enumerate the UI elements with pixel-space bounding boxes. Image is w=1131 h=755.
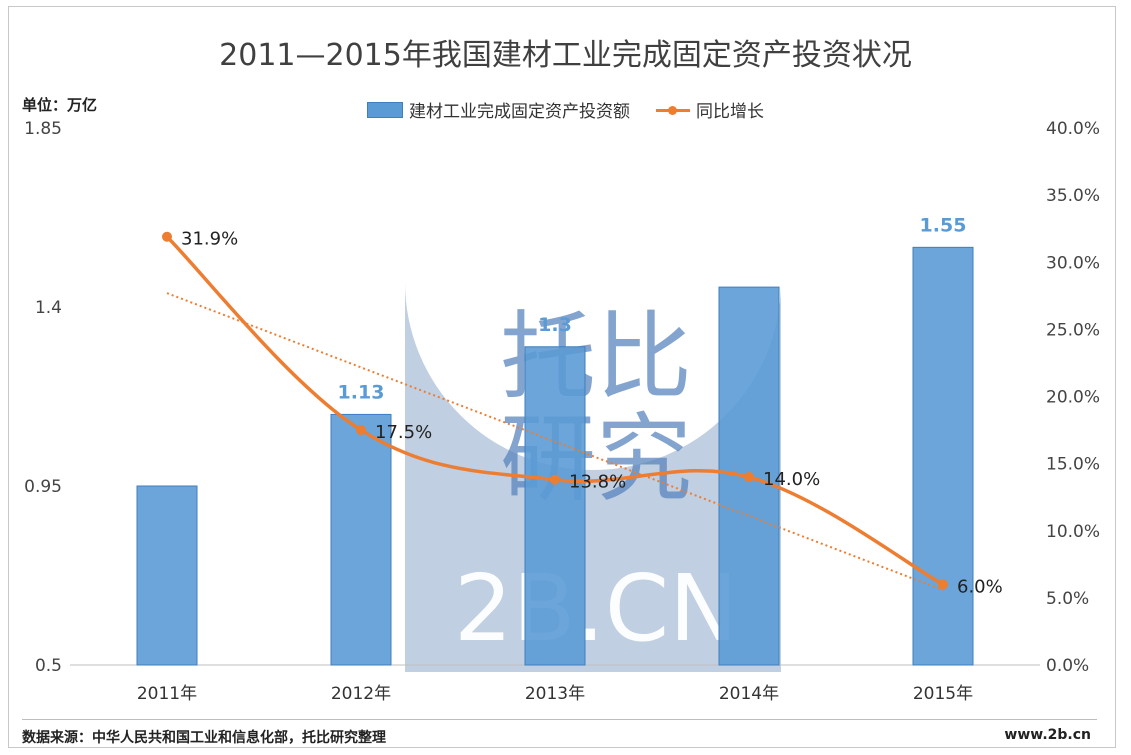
y-right-tick-label: 35.0% (1046, 186, 1100, 206)
x-tick-label: 2011年 (137, 684, 197, 704)
data-labels: 1.13 1.3 1.55 31.9% 17.5% 13.8% 14.0% 6.0% (181, 214, 1003, 597)
unit-label: 单位：万亿 (22, 96, 98, 114)
line-data-label: 14.0% (763, 469, 820, 490)
line-data-label: 6.0% (957, 576, 1003, 597)
growth-point (356, 425, 366, 436)
x-tick-label: 2015年 (913, 684, 973, 704)
y-right-tick-label: 0.0% (1046, 656, 1089, 676)
line-data-label: 13.8% (569, 472, 626, 493)
bar (912, 246, 974, 666)
bar-series (136, 246, 974, 666)
y-left-tick-label: 0.5 (35, 656, 62, 676)
growth-point (744, 472, 754, 483)
watermark-line3: 2B.CN (454, 555, 738, 662)
y-right-tick-label: 10.0% (1046, 522, 1100, 542)
line-data-label: 17.5% (375, 422, 432, 443)
bar-data-label: 1.13 (338, 381, 385, 403)
growth-point (938, 579, 948, 590)
legend-item-bar: 建材工业完成固定资产投资额 (367, 97, 630, 122)
axes: 0.5 0.95 1.4 1.85 0.0% 5.0% 10.0% 15.0% 20.0% 25.… (24, 119, 1100, 704)
site-url: www.2b.cn (1004, 727, 1091, 743)
growth-point (550, 474, 560, 485)
legend-bar-label: 建材工业完成固定资产投资额 (409, 102, 630, 122)
trendline (166, 292, 944, 592)
bar-data-label: 1.55 (920, 214, 967, 236)
line-series (162, 231, 948, 590)
x-tick-label: 2013年 (525, 684, 585, 704)
chart-title: 2011—2015年我国建材工业完成固定资产投资状况 (219, 38, 912, 73)
y-right-tick-label: 20.0% (1046, 388, 1100, 408)
legend-line-label: 同比增长 (696, 102, 764, 122)
legend-item-line: 同比增长 (656, 97, 764, 122)
legend: 建材工业完成固定资产投资额 同比增长 (0, 97, 1131, 122)
bar (136, 485, 198, 666)
y-right-tick-label: 25.0% (1046, 320, 1100, 340)
y-right-tick-label: 30.0% (1046, 253, 1100, 273)
bar (524, 346, 586, 666)
y-right-tick-label: 15.0% (1046, 455, 1100, 475)
x-tick-label: 2012年 (331, 684, 391, 704)
source-note: 数据来源：中华人民共和国工业和信息化部，托比研究整理 (22, 730, 386, 746)
trend-line (166, 292, 944, 592)
y-left-tick-label: 1.85 (24, 119, 62, 139)
y-right-tick-label: 40.0% (1046, 119, 1100, 139)
growth-point (162, 231, 172, 242)
y-left-tick-label: 0.95 (24, 477, 62, 497)
x-tick-label: 2014年 (719, 684, 779, 704)
line-data-label: 31.9% (181, 229, 238, 250)
watermark-shape (405, 282, 781, 672)
bar (330, 413, 392, 666)
y-right-tick-label: 5.0% (1046, 589, 1089, 609)
legend-line-swatch (656, 103, 690, 117)
legend-bar-swatch (367, 101, 403, 118)
footer-divider (22, 719, 1097, 720)
y-left-tick-label: 1.4 (35, 298, 62, 318)
bar-data-label: 1.3 (538, 314, 572, 336)
